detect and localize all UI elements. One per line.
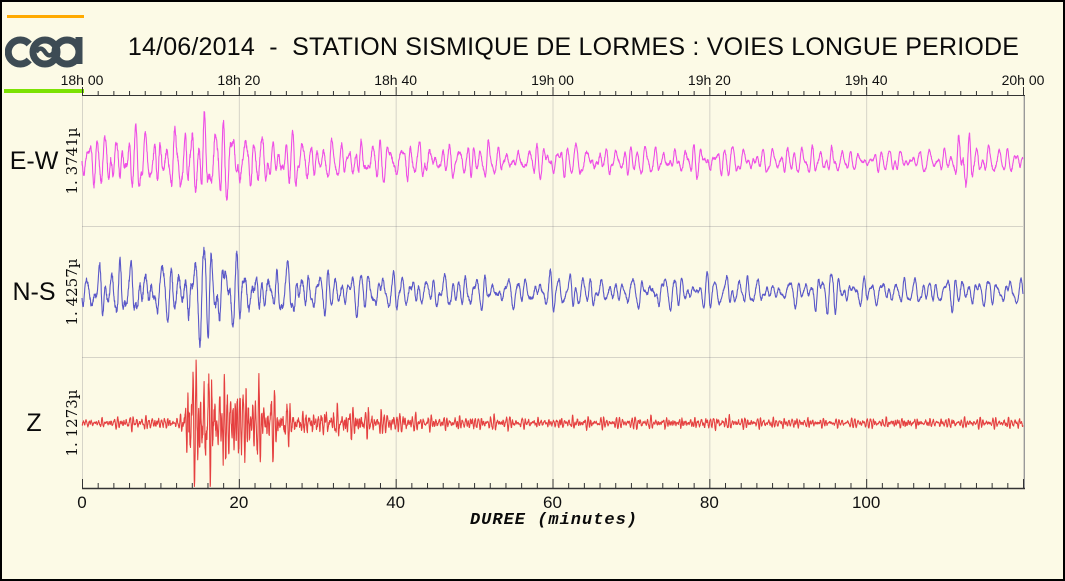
- orange-accent-bar: [7, 15, 84, 18]
- trace-n-s: [81, 246, 1024, 348]
- bottom-axis-label: 60: [543, 493, 562, 512]
- top-axis-label: 18h 00: [60, 72, 104, 88]
- cea-logo: [5, 36, 83, 68]
- bottom-axis-label: 40: [386, 493, 406, 512]
- top-axis-label: 19h 40: [844, 72, 888, 88]
- top-axis-label: 18h 20: [217, 72, 261, 88]
- channel-label-z: Z: [26, 409, 42, 437]
- scale-label-e-w: 1. 3741µ: [63, 127, 81, 195]
- scale-label-z: 1. 1273µ: [63, 389, 81, 457]
- top-axis-label: 18h 40: [374, 72, 418, 88]
- green-accent-bar: [4, 89, 84, 93]
- bottom-axis-label: 20: [229, 493, 249, 512]
- page-title: 14/06/2014 - STATION SISMIQUE DE LORMES …: [127, 33, 1020, 61]
- bottom-axis-label: 0: [77, 493, 87, 512]
- bottom-axis-label: 100: [851, 493, 881, 512]
- x-axis-title: DUREE (minutes): [469, 511, 639, 530]
- trace-z: [81, 359, 1024, 488]
- top-axis-label: 19h 20: [687, 72, 731, 88]
- trace-e-w: [81, 111, 1024, 201]
- top-axis-label: 19h 00: [531, 72, 574, 88]
- channel-label-n-s: N-S: [12, 278, 56, 306]
- logo-e-wave: [34, 46, 56, 58]
- channel-label-e-w: E-W: [9, 147, 59, 175]
- scale-label-n-s: 1. 4257µ: [63, 258, 81, 326]
- bottom-axis-label: 80: [699, 493, 719, 512]
- top-axis-label: 20h 00: [1001, 72, 1045, 88]
